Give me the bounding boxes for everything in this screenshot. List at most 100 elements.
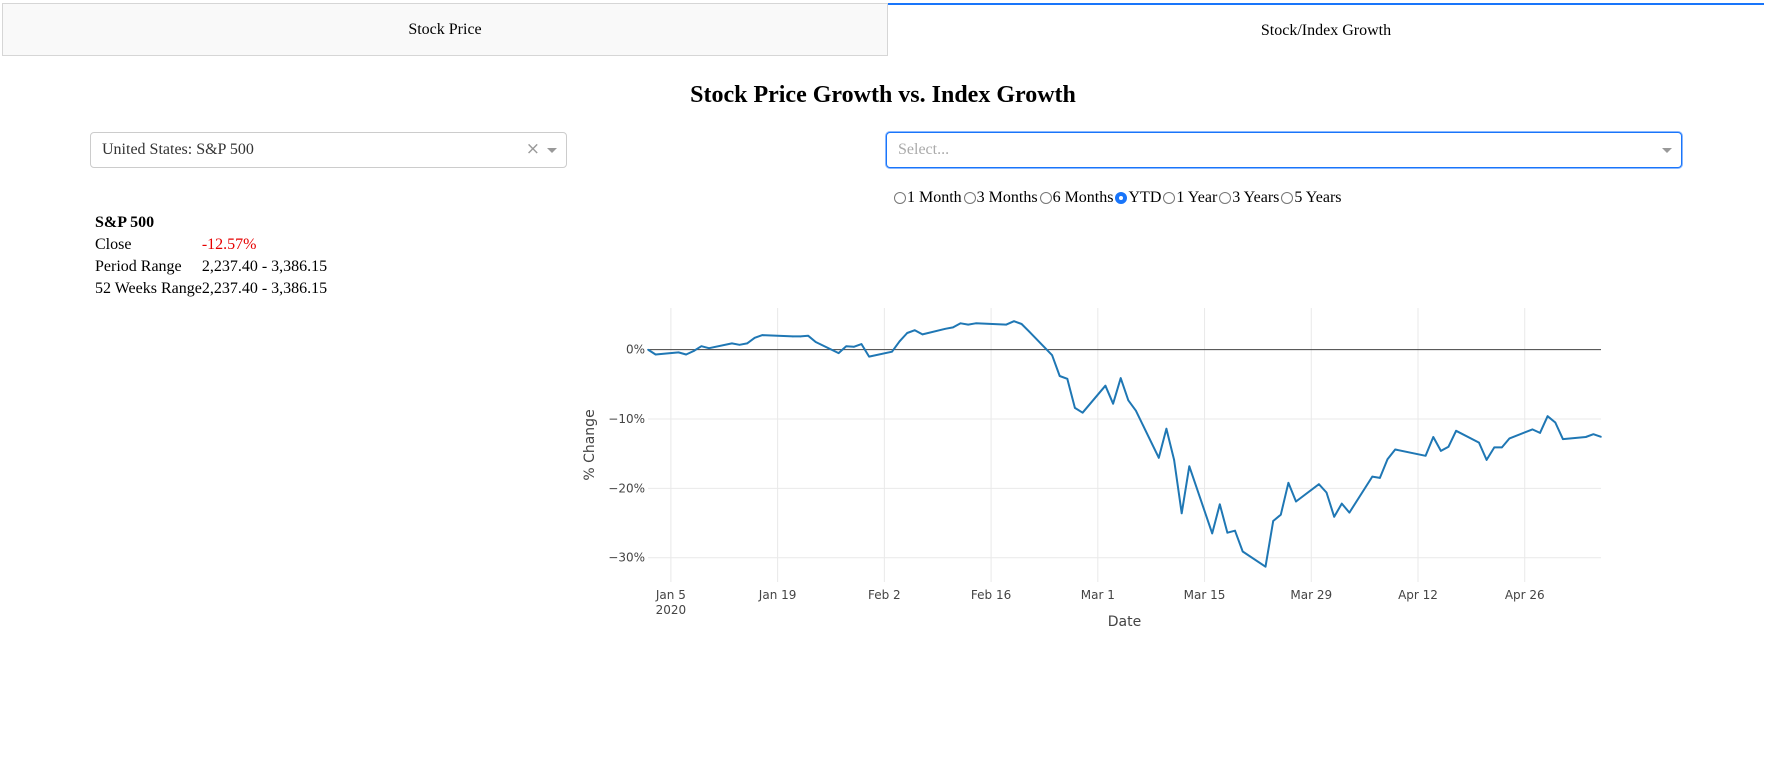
data-point [708, 347, 710, 350]
radio-5-years[interactable]: 5 Years [1279, 189, 1342, 207]
y-tick-label: −10% [608, 412, 645, 426]
period-range-label: Period Range [95, 258, 182, 275]
index-dropdown-value: United States: S&P 500 [102, 141, 254, 158]
data-point [1028, 330, 1030, 333]
tab-stock-index-growth[interactable]: Stock/Index Growth [888, 3, 1764, 56]
data-point [1562, 438, 1564, 440]
index-dropdown[interactable]: United States: S&P 500 × [90, 132, 567, 168]
radio-1-month[interactable]: 1 Month [892, 189, 962, 207]
data-point [1584, 436, 1587, 438]
data-point [1478, 441, 1480, 444]
data-point [692, 350, 695, 352]
chevron-down-icon[interactable] [547, 148, 557, 153]
data-point [1485, 459, 1488, 461]
data-point [1074, 407, 1076, 409]
data-point [1295, 500, 1297, 503]
data-point [1051, 354, 1053, 356]
radio-1-year[interactable]: 1 Year [1161, 189, 1217, 207]
stock-dropdown[interactable]: Select... [886, 132, 1682, 168]
period-radio-group: 1 Month 3 Months 6 Months YTD 1 Year 3 Y… [892, 189, 1342, 207]
data-point [975, 322, 977, 325]
radio-ytd[interactable]: YTD [1113, 189, 1161, 207]
radio-button-icon[interactable] [1039, 192, 1052, 204]
data-point [1379, 477, 1381, 479]
data-point [1539, 432, 1541, 434]
data-point [1318, 483, 1320, 485]
data-point [1287, 482, 1290, 484]
radio-label: 3 Years [1232, 189, 1280, 206]
data-point [1081, 411, 1084, 414]
data-point [814, 341, 817, 343]
radio-6-months[interactable]: 6 Months [1038, 189, 1113, 207]
data-point [845, 345, 848, 347]
data-point [1371, 475, 1374, 478]
growth-line-chart: Jan 5 2020 Jan 19 Feb 2 Feb 16 Mar 1 Mar 15 Mar… [582, 308, 1602, 630]
data-point [914, 329, 916, 331]
data-point [1234, 529, 1236, 532]
data-point [944, 328, 947, 330]
data-point [647, 348, 649, 351]
data-point [1592, 433, 1595, 436]
data-point [1264, 565, 1267, 568]
x-tick-label: Apr 26 [1505, 588, 1545, 602]
radio-button-icon[interactable] [1219, 192, 1232, 204]
close-value: -12.57% [201, 236, 257, 253]
data-point [860, 343, 863, 345]
data-point [868, 355, 870, 358]
data-point [654, 353, 657, 356]
data-point [1020, 323, 1023, 325]
x-tick-label: Jan 5 2020 [655, 588, 686, 617]
data-point [1455, 429, 1457, 432]
y-axis-title: % Change [582, 409, 598, 480]
data-point [1493, 446, 1496, 449]
index-stats-table: S&P 500 Close -12.57% Period Range 2,237… [95, 212, 327, 300]
data-point [1165, 427, 1168, 430]
data-point [1104, 384, 1107, 387]
data-point [1066, 377, 1069, 380]
radio-button-icon[interactable] [1163, 192, 1176, 204]
data-point [1211, 532, 1213, 535]
data-point [898, 340, 901, 343]
data-point [967, 323, 970, 326]
data-point [1432, 436, 1435, 438]
data-point [837, 352, 840, 354]
radio-button-checked-icon[interactable] [1115, 192, 1128, 204]
radio-3-years[interactable]: 3 Years [1217, 189, 1279, 207]
data-point [1394, 448, 1396, 451]
tab-stock-price[interactable]: Stock Price [2, 3, 888, 56]
series-line [647, 320, 1602, 568]
y-tick-label: −30% [608, 551, 645, 565]
radio-3-months[interactable]: 3 Months [962, 189, 1038, 207]
chevron-down-icon[interactable] [1662, 148, 1672, 153]
radio-button-icon[interactable] [1281, 192, 1294, 204]
data-point [1279, 513, 1282, 516]
index-stats-panel: S&P 500 Close -12.57% Period Range 2,237… [95, 212, 327, 300]
y-tick-label: 0% [626, 343, 645, 357]
data-point [700, 345, 703, 347]
data-point [1180, 512, 1183, 515]
data-point [1173, 459, 1175, 461]
data-point [1188, 465, 1191, 467]
data-point [906, 332, 909, 334]
x-tick-label: Apr 12 [1398, 588, 1438, 602]
data-point [1447, 445, 1450, 448]
data-point [1005, 323, 1008, 326]
x-tick-label: Mar 1 [1081, 588, 1115, 602]
radio-label: 1 Year [1176, 189, 1218, 206]
data-point [1013, 320, 1015, 322]
data-point [1340, 502, 1343, 505]
radio-button-icon[interactable] [894, 192, 906, 204]
stats-title: S&P 500 [95, 214, 155, 231]
radio-button-icon[interactable] [963, 192, 976, 204]
data-point [1112, 402, 1114, 405]
data-point [1554, 421, 1557, 424]
stock-dropdown-placeholder: Select... [898, 141, 950, 158]
page-title: Stock Price Growth vs. Index Growth [690, 82, 1076, 108]
clear-icon[interactable]: × [525, 139, 540, 159]
data-point [1226, 531, 1229, 534]
data-point [753, 337, 756, 339]
data-point [853, 346, 855, 348]
data-point [1501, 446, 1503, 449]
weeks-range-value: 2,237.40 - 3,386.15 [201, 280, 328, 297]
data-point [1219, 503, 1221, 506]
